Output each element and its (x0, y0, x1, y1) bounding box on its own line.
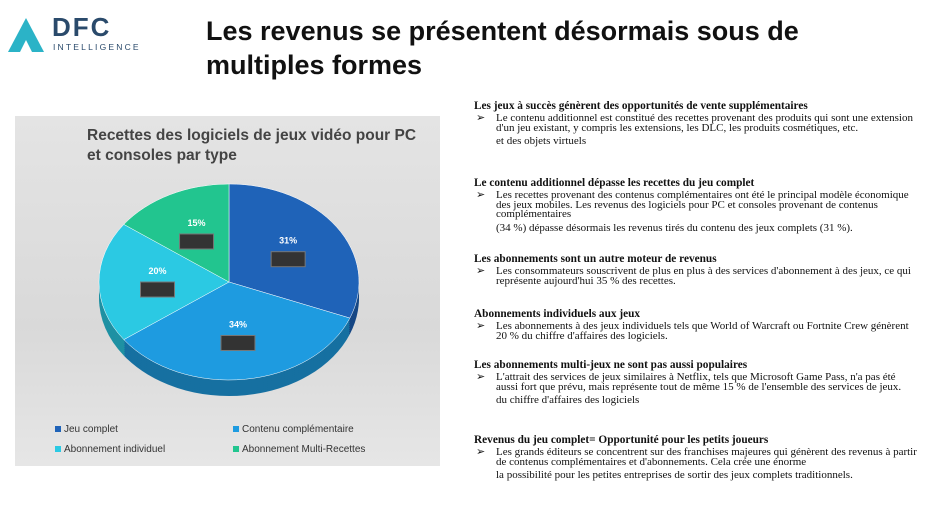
bullet-text: L'attrait des services de jeux similaire… (496, 371, 902, 393)
data-label: 20% (148, 266, 166, 276)
legend-label: Jeu complet (64, 424, 118, 435)
legend-label: Abonnement individuel (64, 444, 166, 455)
chart: 31% 34% 20% 15% (98, 183, 360, 397)
bullet-note: et des objets virtuels (496, 135, 587, 147)
section-heading: Le contenu additionnel dépasse les recet… (474, 177, 755, 189)
bullet-text: Le contenu additionnel est constitué des… (496, 112, 913, 134)
bullet: ➢ Le contenu additionnel est constitué de… (474, 112, 919, 134)
chart-panel: 31% 34% 20% 15% Recettes des logiciels de j… (15, 116, 440, 466)
legend-swatch (233, 426, 239, 432)
section-heading: Abonnements individuels aux jeux (474, 308, 641, 320)
data-label: 31% (279, 236, 297, 246)
bullet-marker: ➢ (476, 112, 486, 124)
legend-item: Abonnement Multi-Recettes (233, 444, 365, 455)
bullet: ➢ Les consommateurs souscrivent de plus e… (474, 265, 919, 287)
bullet-text: Les grands éditeurs se concentrent sur d… (496, 446, 917, 468)
section-heading: Les jeux à succès génèrent des opportuni… (474, 100, 808, 112)
redaction (179, 233, 215, 250)
bullet: ➢ Les abonnements à des jeux individuels … (474, 320, 919, 342)
text-section: Revenus du jeu complet= Opportunité pour… (474, 434, 919, 481)
redaction (270, 251, 306, 268)
slice (123, 281, 351, 381)
data-label: 15% (188, 218, 206, 228)
bullet: ➢ Les grands éditeurs se concentrent sur … (474, 446, 919, 468)
bullet: ➢ Les recettes provenant des contenus com… (474, 189, 919, 220)
legend-item: Abonnement individuel (55, 444, 165, 455)
bullet-note: (34 %) dépasse désormais les revenus tir… (496, 221, 853, 234)
logo-text: DFC (52, 14, 111, 42)
bullet-text: Les consommateurs souscrivent de plus en… (496, 265, 911, 287)
bullet-marker: ➢ (476, 320, 486, 332)
text-section: Les abonnements multi-jeux ne sont pas a… (474, 359, 919, 406)
slice (228, 183, 360, 319)
redaction (220, 334, 256, 351)
section-heading: Les abonnements sont un autre moteur de … (474, 253, 717, 265)
slide-title: Les revenus se présentent désormais sous… (206, 16, 799, 80)
logo-icon-cut (20, 40, 32, 52)
bullet-note: la possibilité pour les petites entrepri… (496, 469, 853, 481)
legend-swatch (55, 446, 61, 452)
bullet: ➢ L'attrait des services de jeux similair… (474, 371, 919, 393)
text-section: Les jeux à succès génèrent des opportuni… (474, 100, 919, 147)
bullet-marker: ➢ (476, 371, 486, 383)
section-heading: Les abonnements multi-jeux ne sont pas a… (474, 359, 748, 371)
bullet-text: Les recettes provenant des contenus comp… (496, 189, 909, 220)
logo-subtext: INTELLIGENCE (53, 42, 141, 52)
text-section: Abonnements individuels aux jeux ➢ Les abo… (474, 308, 919, 341)
bullet-marker: ➢ (476, 446, 486, 458)
legend-item: Contenu complémentaire (233, 424, 354, 435)
slice (123, 183, 230, 283)
legend-swatch (55, 426, 61, 432)
legend-label: Abonnement Multi-Recettes (242, 444, 366, 455)
text-section: Le contenu additionnel dépasse les recet… (474, 177, 919, 234)
bullet-text: Les abonnements à des jeux individuels t… (496, 320, 909, 342)
text-section: Les abonnements sont un autre moteur de … (474, 253, 919, 286)
logo: DFC INTELLIGENCE (8, 14, 141, 52)
data-label: 34% (229, 319, 247, 329)
section-heading: Revenus du jeu complet= Opportunité pour… (474, 434, 769, 446)
bullet-marker: ➢ (476, 189, 486, 201)
legend-swatch (233, 446, 239, 452)
chart-title: Recettes des logiciels de jeux vidéo pou… (87, 127, 417, 164)
bullet-note: du chiffre d'affaires des logiciels (496, 394, 640, 406)
logo-icon (8, 18, 44, 52)
redaction (140, 281, 175, 298)
legend-label: Contenu complémentaire (242, 424, 354, 435)
legend-item: Jeu complet (55, 424, 118, 435)
bullet-marker: ➢ (476, 265, 486, 277)
